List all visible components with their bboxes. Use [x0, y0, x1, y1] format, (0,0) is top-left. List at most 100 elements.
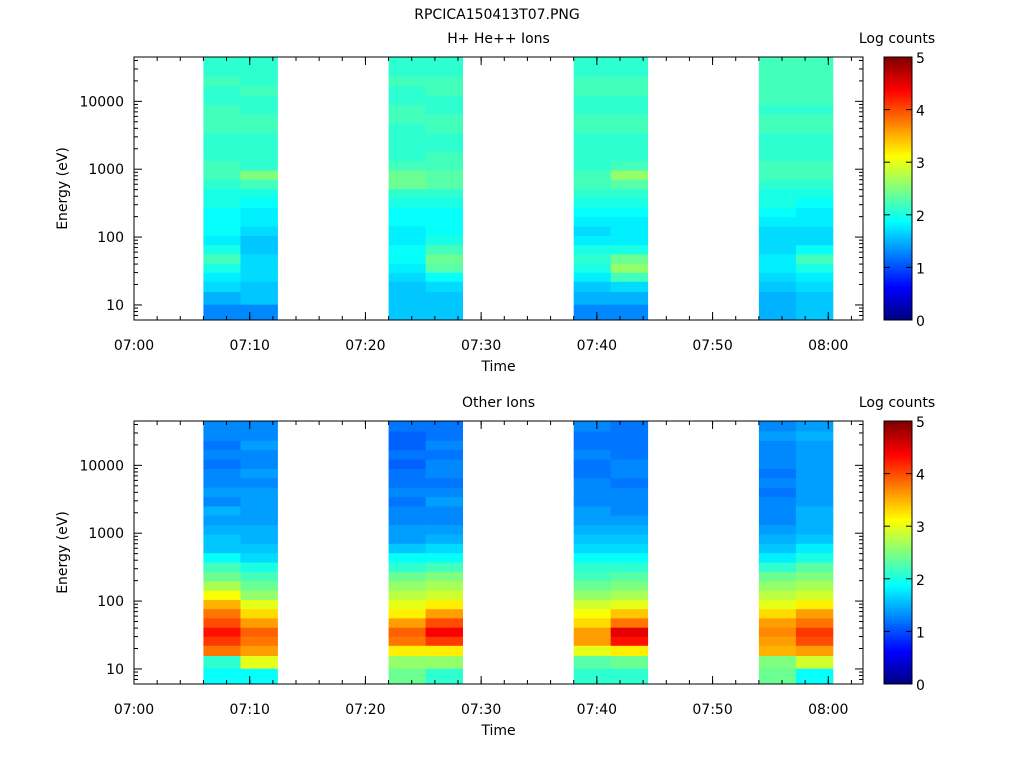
- colorbar-segment: [884, 175, 912, 179]
- spectrogram-cell: [425, 76, 463, 87]
- spectrogram-cell: [240, 431, 278, 441]
- colorbar-segment: [884, 193, 912, 197]
- spectrogram-cell: [795, 590, 834, 600]
- spectrogram-cell: [573, 440, 612, 451]
- spectrogram-cell: [758, 580, 797, 591]
- colorbar-segment: [884, 421, 912, 425]
- spectrogram-cell: [795, 132, 834, 143]
- spectrogram-cell: [425, 304, 463, 321]
- spectrogram-cell: [610, 571, 649, 582]
- colorbar-segment: [884, 668, 912, 672]
- spectrogram-cell: [795, 304, 834, 321]
- spectrogram-cell: [388, 477, 426, 488]
- spectrogram-cell: [795, 636, 834, 646]
- spectrogram-cell: [795, 57, 834, 68]
- spectrogram-cell: [795, 216, 834, 227]
- spectrogram-cell: [203, 627, 241, 637]
- y-axis-label: Energy (eV): [55, 147, 71, 230]
- colorbar-segment: [884, 246, 912, 250]
- colorbar-segment: [884, 264, 912, 268]
- colorbar-segment: [884, 623, 912, 627]
- spectrogram-cell: [388, 468, 426, 479]
- spectrogram-cell: [425, 552, 463, 563]
- spectrogram-cell: [758, 226, 797, 236]
- colorbar-segment: [884, 526, 912, 530]
- colorbar-segment: [884, 591, 912, 595]
- spectrogram-cell: [240, 468, 278, 479]
- spectrogram-cell: [795, 263, 834, 273]
- spectrogram-cell: [240, 645, 278, 656]
- spectrogram-cell: [388, 226, 426, 236]
- spectrogram-cell: [425, 440, 463, 451]
- colorbar-segment: [884, 449, 912, 453]
- colorbar: 0 1 2 3 4 5 Log counts: [859, 395, 935, 694]
- colorbar-segment: [884, 298, 912, 302]
- spectrogram-cell: [573, 104, 612, 115]
- colorbar-segment: [884, 523, 912, 527]
- colorbar-segment: [884, 114, 912, 118]
- spectrogram-cell: [795, 160, 834, 171]
- colorbar-segment: [884, 130, 912, 134]
- colorbar-segment: [884, 112, 912, 116]
- spectrogram-cell: [388, 170, 426, 180]
- spectrogram-cell: [610, 562, 649, 572]
- spectrogram-cell: [388, 421, 426, 432]
- spectrogram-cell: [388, 123, 426, 134]
- colorbar: 0 1 2 3 4 5 Log counts: [859, 31, 935, 330]
- colorbar-segment: [884, 678, 912, 682]
- colorbar-segment: [884, 225, 912, 229]
- colorbar-segment: [884, 607, 912, 611]
- colorbar-segment: [884, 555, 912, 559]
- colorbar-segment: [884, 96, 912, 100]
- colorbar-frame: [883, 420, 913, 685]
- spectrogram-cell: [758, 590, 797, 600]
- spectrogram-cell: [758, 188, 797, 199]
- spectrogram-cell: [610, 113, 649, 124]
- y-tick-label: 10: [106, 298, 124, 314]
- spectrogram-cell: [758, 449, 797, 460]
- spectrogram-cell: [240, 668, 278, 685]
- colorbar-tick-label: 3: [916, 156, 925, 172]
- spectrogram-cell: [388, 618, 426, 628]
- spectrogram-cell: [425, 627, 463, 637]
- spectrogram-cell: [758, 207, 797, 218]
- spectrogram-cell: [795, 170, 834, 180]
- colorbar-segment: [884, 196, 912, 200]
- spectrogram-cell: [240, 304, 278, 321]
- spectrogram-cell: [758, 627, 797, 637]
- spectrogram-cell: [388, 188, 426, 199]
- spectrogram-cell: [203, 281, 241, 292]
- colorbar-segment: [884, 615, 912, 619]
- spectrogram-cell: [795, 534, 834, 544]
- spectrogram-cell: [425, 515, 463, 526]
- colorbar-segment: [884, 291, 912, 295]
- spectrogram-cell: [795, 226, 834, 236]
- colorbar-tick-label: 0: [916, 678, 925, 694]
- spectrogram-cell: [203, 160, 241, 171]
- spectrogram-cell: [758, 655, 797, 669]
- spectrogram-cell: [388, 580, 426, 591]
- spectrogram-cell: [610, 179, 649, 190]
- spectrogram-cell: [203, 571, 241, 582]
- colorbar-segment: [884, 681, 912, 685]
- spectrogram-cell: [573, 244, 612, 255]
- spectrogram-cell: [610, 281, 649, 292]
- colorbar-segment: [884, 230, 912, 234]
- spectrogram-cell: [388, 590, 426, 600]
- spectrogram-cell: [610, 207, 649, 218]
- spectrogram-cell: [573, 254, 612, 264]
- colorbar-segment: [884, 662, 912, 666]
- spectrogram-cell: [758, 198, 797, 208]
- spectrogram-cell: [610, 618, 649, 628]
- spectrogram-cell: [573, 636, 612, 646]
- spectrogram-cell: [573, 608, 612, 619]
- spectrogram-cell: [240, 216, 278, 227]
- spectrogram-cell: [425, 67, 463, 77]
- colorbar-segment: [884, 473, 912, 477]
- spectrogram-cell: [573, 668, 612, 685]
- x-tick-label: 07:30: [461, 702, 501, 718]
- colorbar-segment: [884, 309, 912, 313]
- y-tick-label: 100: [97, 594, 124, 610]
- colorbar-segment: [884, 243, 912, 247]
- spectrogram-cell: [795, 477, 834, 488]
